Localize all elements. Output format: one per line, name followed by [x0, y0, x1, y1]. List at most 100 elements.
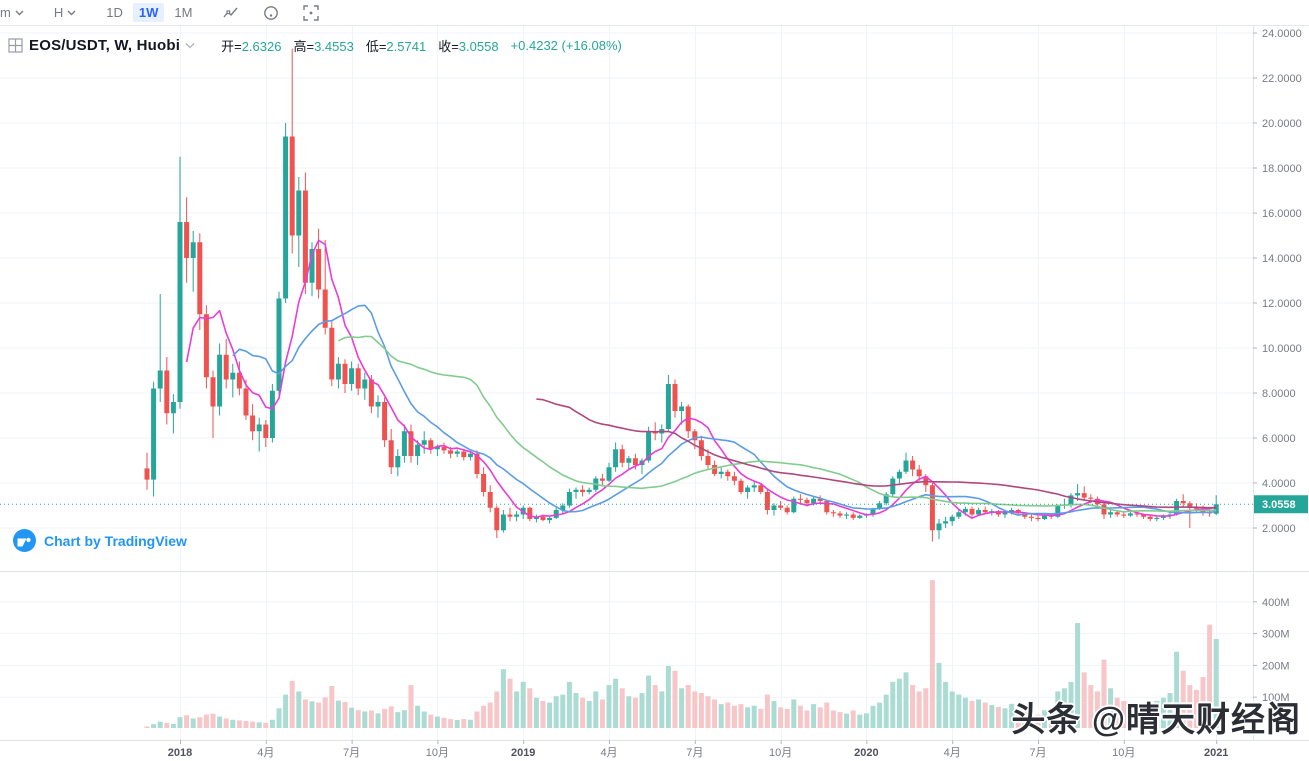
candle-body	[170, 402, 176, 414]
candle-body	[157, 370, 163, 389]
volume-bar	[1094, 691, 1100, 728]
volume-bar	[540, 700, 546, 728]
volume-bar	[454, 720, 460, 728]
price-tick-label: 8.0000	[1262, 388, 1296, 400]
volume-bar	[599, 699, 605, 728]
candle-body	[276, 298, 282, 391]
volume-bar	[817, 707, 823, 728]
interval-1m-button[interactable]: 1M	[168, 3, 198, 22]
candle-body	[269, 390, 275, 438]
volume-bar	[778, 707, 784, 728]
candle-body	[705, 456, 711, 465]
volume-bar	[256, 722, 262, 728]
candle-body	[342, 363, 348, 384]
interval-minutes-dropdown[interactable]: m	[0, 3, 30, 22]
volume-bar	[349, 707, 355, 728]
candle-body	[1187, 503, 1193, 507]
candle-body	[1114, 512, 1120, 515]
volume-bar	[1061, 688, 1067, 728]
volume-bar	[236, 720, 242, 728]
volume-pane[interactable]	[144, 580, 1219, 728]
volume-bar	[969, 700, 975, 728]
candle-body	[731, 476, 737, 481]
candle-body	[896, 471, 902, 479]
candle-body	[580, 489, 586, 492]
time-tick-label: 2019	[511, 747, 535, 759]
volume-bar	[923, 688, 929, 728]
volume-bar	[382, 708, 388, 728]
volume-bar	[1028, 712, 1034, 728]
candle-body	[1127, 513, 1133, 516]
candle-body	[197, 242, 203, 315]
candle-body	[764, 492, 770, 510]
volume-bar	[190, 718, 196, 728]
interval-1w-button[interactable]: 1W	[132, 3, 165, 22]
watermark-text: 头条 @晴天财经阁	[1011, 701, 1301, 739]
time-tick-label: 7月	[343, 747, 360, 759]
candle-body	[151, 388, 157, 480]
candle-body	[184, 222, 190, 258]
volume-bar	[1160, 697, 1166, 728]
volume-bar	[751, 705, 757, 728]
volume-bar	[685, 685, 691, 728]
chart-style-button[interactable]	[216, 2, 246, 24]
volume-bar	[1200, 677, 1206, 728]
volume-tick-label: 300M	[1262, 629, 1290, 641]
candle-body	[144, 468, 150, 480]
candle-body	[758, 485, 764, 492]
candle-body	[263, 424, 269, 438]
volume-bar	[804, 710, 810, 728]
volume-bar	[1180, 670, 1186, 728]
candle-body	[929, 485, 935, 531]
chevron-down-icon[interactable]	[185, 42, 195, 49]
volume-bar	[811, 704, 817, 728]
interval-1d-button[interactable]: 1D	[100, 3, 129, 22]
interval-hours-dropdown[interactable]: H	[48, 3, 82, 22]
candle-body	[1081, 493, 1087, 498]
volume-bar	[870, 705, 876, 728]
candle-body	[250, 415, 256, 432]
candle-body	[481, 474, 487, 492]
candle-body	[500, 514, 506, 531]
tradingview-attribution-link[interactable]: Chart by TradingView	[13, 529, 187, 552]
volume-bar	[408, 685, 414, 728]
volume-bar	[956, 694, 962, 728]
price-tick-label: 16.0000	[1262, 208, 1302, 220]
candle-body	[560, 505, 566, 510]
candle-body	[883, 494, 889, 504]
price-axis[interactable]: 24.0000 22.0000 20.0000 18.0000 16.0000 14.00…	[1253, 28, 1302, 704]
symbol-title[interactable]: EOS/USDT, W, Huobi	[29, 37, 181, 54]
volume-bar	[362, 711, 368, 728]
time-tick-label: 7月	[1029, 747, 1046, 759]
volume-bar	[481, 705, 487, 728]
candle-body	[632, 458, 638, 465]
volume-bar	[197, 717, 203, 728]
snapshot-button[interactable]	[296, 2, 326, 24]
volume-bar	[738, 704, 744, 728]
volume-bar	[784, 708, 790, 728]
candle-body	[164, 370, 170, 414]
volume-bar	[342, 701, 348, 728]
price-pane[interactable]	[144, 48, 1219, 542]
volume-bar	[467, 719, 473, 728]
volume-bar	[547, 702, 553, 728]
volume-bar	[573, 693, 579, 728]
symbol-header: EOS/USDT, W, Huobi 开=2.6326 高=3.4553 低=2…	[8, 36, 634, 55]
candle-body	[679, 406, 685, 411]
moving-average-lines	[185, 239, 1217, 520]
volume-bar	[276, 708, 282, 728]
volume-bar	[698, 693, 704, 728]
candle-body	[1035, 517, 1041, 519]
indicators-button[interactable]	[256, 2, 286, 24]
volume-bar	[395, 712, 401, 728]
volume-bar	[223, 718, 229, 728]
price-tick-label: 24.0000	[1262, 28, 1302, 40]
candle-body	[903, 460, 909, 472]
volume-bar	[520, 681, 526, 728]
candle-body	[1028, 516, 1034, 518]
volume-bar	[1048, 711, 1054, 728]
time-axis[interactable]: 2018 4月 7月 10月 2019 4月 7月 10月 2020 4月 7月 10月 2021	[168, 740, 1229, 759]
volume-bar	[976, 699, 982, 728]
candle-body	[461, 451, 467, 458]
